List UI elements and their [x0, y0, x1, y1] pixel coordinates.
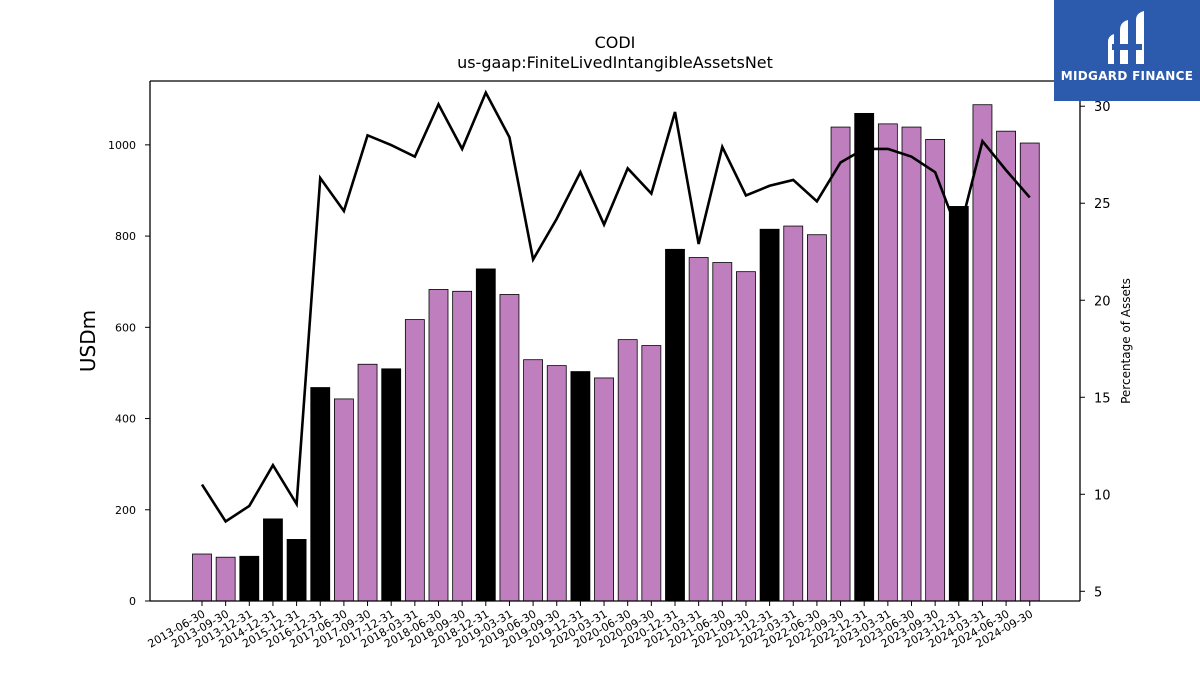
bar-2020-12-31 — [665, 248, 685, 602]
bar-2019-12-31 — [570, 371, 591, 602]
bar-2016-12-31 — [310, 387, 331, 602]
bar-2017-12-31 — [381, 368, 402, 602]
bar-2018-06-30 — [428, 289, 449, 602]
bar-2021-03-31 — [688, 257, 709, 602]
y-tick-label: 1000 — [108, 139, 136, 152]
midgard-finance-logo: MIDGARD FINANCE — [1054, 0, 1200, 101]
bar-2020-06-30 — [617, 339, 638, 602]
bar-2017-09-30 — [357, 363, 378, 602]
bar-2013-12-31 — [239, 555, 260, 602]
bar-2023-09-30 — [925, 138, 946, 602]
bar-2019-09-30 — [546, 365, 567, 602]
bar-2018-03-31 — [404, 319, 425, 602]
y2-tick-label: 20 — [1094, 294, 1111, 309]
bar-2023-12-31 — [948, 206, 969, 602]
bar-2020-03-31 — [594, 377, 614, 602]
bar-2023-06-30 — [901, 126, 922, 602]
bar-2023-03-31 — [877, 123, 898, 602]
bar-2019-03-31 — [499, 294, 520, 602]
y2-tick-label: 5 — [1094, 585, 1102, 600]
y-tick-label: 600 — [115, 321, 136, 334]
chart-subtitle: us-gaap:FiniteLivedIntangibleAssetsNet — [457, 53, 773, 72]
y-tick-label: 200 — [115, 504, 136, 517]
y-axis-label: USDm — [76, 310, 100, 372]
bar-2022-09-30 — [830, 126, 851, 602]
chart-title: CODI — [594, 33, 636, 52]
bar-2021-12-31 — [759, 228, 780, 602]
bar-2021-09-30 — [736, 271, 756, 602]
bar-2020-09-30 — [641, 345, 662, 602]
y2-tick-label: 15 — [1094, 391, 1111, 406]
logo-text: MIDGARD FINANCE — [1060, 69, 1194, 83]
bar-2022-06-30 — [807, 234, 827, 602]
bar-2022-03-31 — [783, 225, 804, 602]
bar-2014-12-31 — [263, 518, 283, 602]
percentage-line — [200, 89, 1031, 524]
bar-2019-06-30 — [523, 359, 543, 602]
y2-tick-label: 30 — [1094, 100, 1111, 115]
bar-2018-09-30 — [452, 290, 473, 602]
bar-2021-06-30 — [712, 262, 733, 602]
y-tick-label: 800 — [115, 230, 136, 243]
bar-2024-09-30 — [1019, 142, 1040, 602]
y-tick-label: 400 — [115, 413, 136, 426]
bar-2024-06-30 — [996, 130, 1016, 602]
y-tick-label: 0 — [129, 595, 136, 608]
midgard-logo-icon — [1108, 11, 1144, 64]
bar-2013-09-30 — [215, 556, 236, 602]
bar-2022-12-31 — [854, 112, 875, 602]
bar-2013-06-30 — [192, 553, 212, 602]
y2-axis-label: Percentage of Assets — [1119, 278, 1133, 404]
y2-tick-label: 25 — [1094, 197, 1111, 212]
bar-2017-06-30 — [333, 398, 354, 602]
bar-2018-12-31 — [475, 268, 496, 602]
bar-2024-03-31 — [972, 104, 993, 602]
bar-2015-12-31 — [286, 539, 307, 602]
y2-tick-label: 10 — [1094, 488, 1111, 503]
